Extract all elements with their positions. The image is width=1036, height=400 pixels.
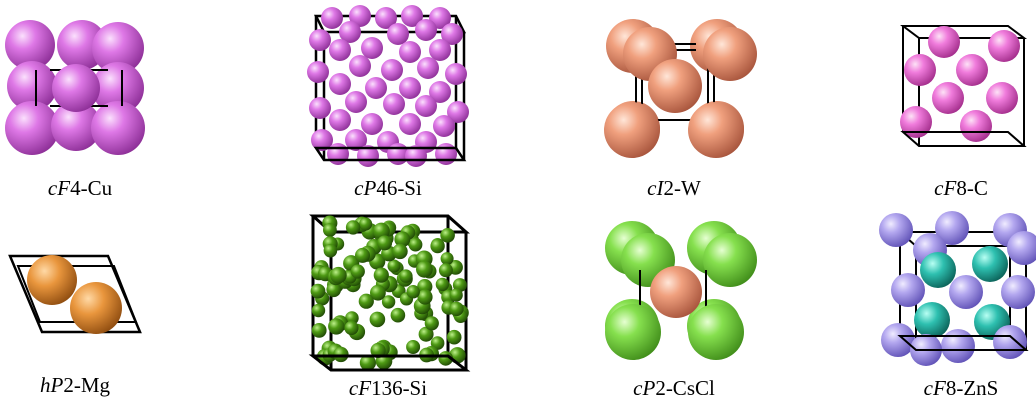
si-atom <box>394 231 411 248</box>
si136-atoms <box>310 215 469 371</box>
structure-cf8-c <box>900 25 1027 147</box>
si-atom <box>345 220 361 235</box>
structure-cp2-cscl <box>605 221 757 360</box>
si-atom <box>435 277 450 292</box>
si-atom <box>417 289 433 305</box>
structure-cf136-si <box>308 214 471 372</box>
si-atom <box>344 320 359 336</box>
si-atom <box>359 217 373 231</box>
si-atom <box>416 260 433 278</box>
structure-hp2-mg <box>8 254 142 334</box>
si-atom <box>326 282 342 298</box>
si-atom <box>430 336 445 350</box>
si-atom <box>370 342 386 359</box>
si-atom <box>440 252 454 266</box>
si-atom <box>311 323 327 338</box>
si-atom <box>323 243 338 258</box>
si-atom <box>333 346 349 363</box>
si-atom <box>438 263 453 278</box>
si-atom <box>430 238 445 254</box>
structure-cp46-si <box>307 5 469 167</box>
structure-cf4-cu <box>5 20 145 155</box>
si-atom <box>369 311 386 328</box>
si-atom <box>310 283 326 299</box>
si-atom <box>373 222 390 240</box>
si-atom <box>387 259 401 273</box>
caption-cp2-cscl: cP2-CsCl <box>633 376 715 400</box>
si-atom <box>406 340 421 354</box>
si-atom <box>449 301 464 317</box>
si-atom <box>440 228 455 243</box>
si-atom <box>350 264 365 279</box>
si-atom <box>390 307 406 323</box>
si-atom <box>446 329 462 345</box>
caption-hp2-mg: hP2-Mg <box>40 373 110 397</box>
si-atom <box>330 266 347 284</box>
caption-ci2-w: cI2-W <box>647 176 701 200</box>
si-atom <box>399 269 413 283</box>
si-atom <box>345 311 359 325</box>
si-atom <box>392 243 408 260</box>
si-atom <box>381 295 396 309</box>
caption-cp46-si: cP46-Si <box>354 176 422 200</box>
structure-ci2-w <box>604 19 757 158</box>
si-atom <box>323 223 337 237</box>
si-atom <box>449 288 463 302</box>
si-atom <box>377 235 393 251</box>
si-atom <box>328 318 345 335</box>
si-atom <box>358 293 374 309</box>
si-atom <box>311 303 326 318</box>
caption-cf136-si: cF136-Si <box>348 376 428 400</box>
si-atom <box>373 267 389 283</box>
si-atom <box>359 354 376 371</box>
si-atom <box>408 237 423 252</box>
si-atom <box>355 247 370 263</box>
si-atom <box>406 285 420 299</box>
caption-cf8-c: cF8-C <box>934 176 988 200</box>
si-atom <box>424 316 439 331</box>
si-atom <box>370 284 386 301</box>
si-atom <box>418 326 434 342</box>
caption-cf4-cu: cF4-Cu <box>47 176 113 200</box>
caption-cf8-zns: cF8-ZnS <box>923 376 999 400</box>
structure-cf8-zns <box>879 211 1036 366</box>
